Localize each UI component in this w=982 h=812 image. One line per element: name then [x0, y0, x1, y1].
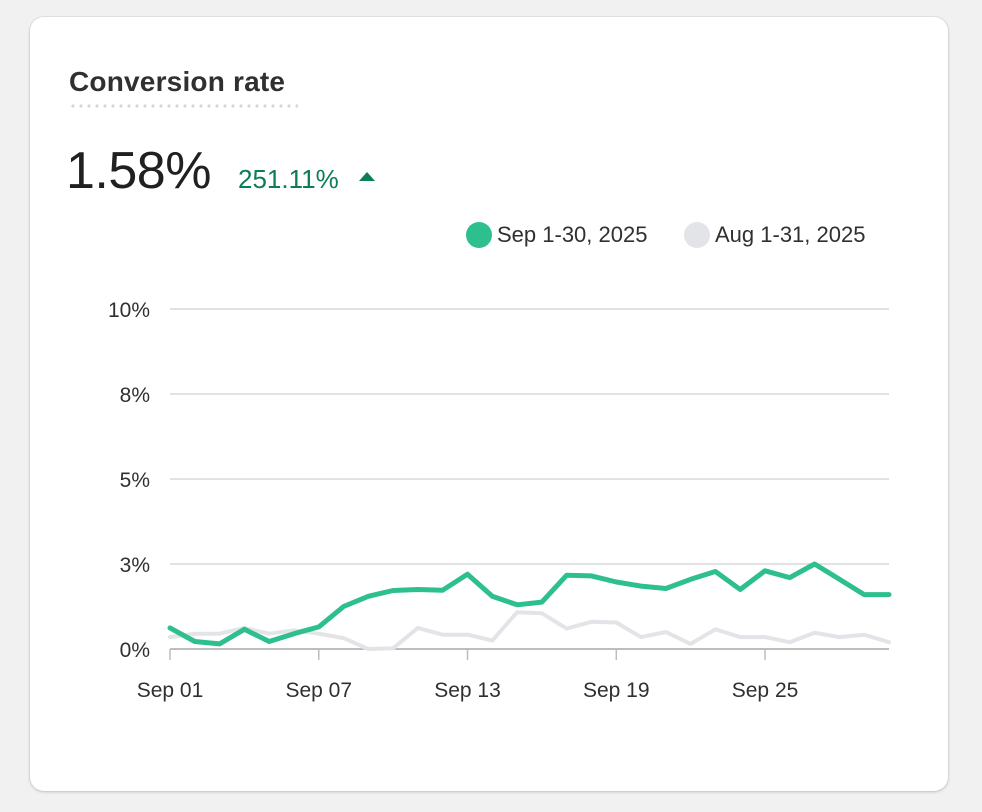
- x-tick-label: Sep 19: [583, 679, 650, 702]
- y-tick-label: 10%: [108, 299, 150, 322]
- series-line-previous[interactable]: [168, 610, 891, 651]
- x-tick-label: Sep 01: [137, 679, 204, 702]
- legend-item-previous[interactable]: Aug 1-31, 2025: [684, 220, 865, 250]
- legend-label-current: Sep 1-30, 2025: [497, 222, 648, 247]
- metric-change: 251.11%: [238, 164, 339, 194]
- y-tick-label: 8%: [120, 384, 150, 407]
- legend-label-previous: Aug 1-31, 2025: [715, 222, 866, 247]
- card-title[interactable]: Conversion rate: [69, 66, 286, 97]
- y-tick-label: 0%: [120, 639, 150, 662]
- x-tick-label: Sep 13: [434, 679, 501, 702]
- legend-dot-current: [466, 222, 492, 248]
- legend-item-current[interactable]: Sep 1-30, 2025: [466, 220, 647, 250]
- metric-value: 1.58%: [66, 142, 211, 200]
- y-tick-label: 3%: [120, 554, 150, 577]
- y-tick-label: 5%: [120, 469, 150, 492]
- x-tick-label: Sep 25: [732, 679, 799, 702]
- legend-dot-previous: [684, 222, 710, 248]
- triangle-up-icon: [359, 172, 375, 181]
- conversion-rate-card: [30, 17, 948, 791]
- series-line-current[interactable]: [167, 561, 892, 647]
- title-dotted-underline: [69, 104, 298, 108]
- x-tick-label: Sep 07: [285, 679, 352, 702]
